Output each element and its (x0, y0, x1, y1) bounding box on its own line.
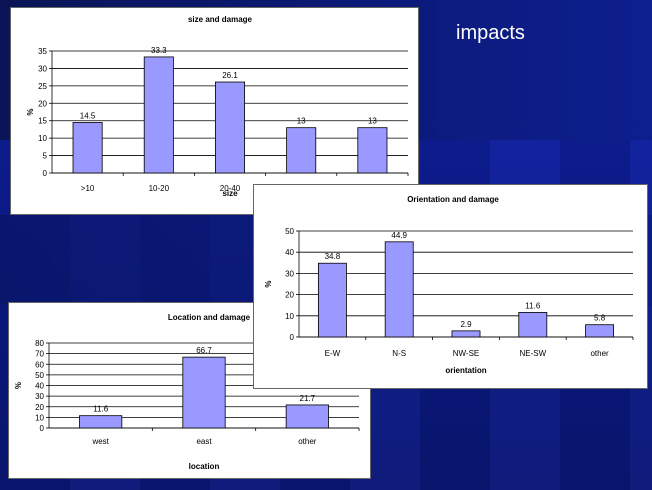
loc-y-axis-label: % (14, 382, 23, 389)
loc-y-tick-label: 20 (35, 403, 44, 412)
orient-y-tick-label: 10 (285, 312, 294, 321)
size-damage-chart: size and damage 0 5 10 15 20 25 30 35 14.5 >10 33.3… (10, 7, 419, 215)
loc-x-tick-label: east (196, 437, 212, 446)
size-data-label: 13 (368, 117, 377, 126)
orient-x-tick-label: N-S (392, 349, 406, 358)
size-data-label: 26.1 (222, 71, 238, 80)
orient-data-label: 34.8 (325, 252, 341, 261)
size-bar (357, 127, 388, 174)
orient-data-label: 44.9 (391, 231, 407, 240)
loc-bar (182, 356, 226, 429)
size-y-tick-label: 25 (38, 82, 47, 91)
loc-y-tick-label: 60 (35, 360, 44, 369)
orient-y-tick-label: 30 (285, 269, 294, 278)
location-damage-chart: Location and damage 0 10 20 30 40 50 60 70 80 11.6… (8, 302, 371, 479)
orient-bar (317, 262, 347, 338)
size-data-label: 14.5 (80, 111, 96, 120)
size-x-tick-label: 10-20 (149, 184, 170, 193)
size-chart-title: size and damage (188, 15, 253, 24)
orient-x-tick-label: NE-SW (519, 349, 546, 358)
size-y-tick-label: 30 (38, 64, 47, 73)
orient-y-tick-label: 0 (290, 333, 295, 342)
orient-chart-title: Orientation and damage (407, 195, 499, 204)
orient-bar (451, 330, 481, 338)
orientation-damage-chart-svg: Orientation and damage 0 10 20 30 40 50 34.8 E-W… (264, 195, 634, 375)
loc-y-tick-label: 10 (35, 413, 44, 422)
orient-x-axis-label: orientation (445, 366, 486, 375)
size-y-tick-label: 5 (43, 152, 48, 161)
loc-y-tick-label: 70 (35, 350, 44, 359)
loc-data-label: 11.6 (93, 405, 109, 414)
loc-y-tick-label: 50 (35, 371, 44, 380)
loc-y-tick-label: 0 (40, 424, 45, 433)
slide-title: impacts (456, 22, 525, 44)
loc-y-tick-label: 30 (35, 392, 44, 401)
loc-x-tick-label: other (298, 437, 317, 446)
loc-data-label: 66.7 (196, 346, 212, 355)
location-damage-chart-svg: Location and damage0102030405060708011.6… (14, 313, 360, 471)
loc-chart-title: Location and damage (168, 313, 251, 322)
orient-y-tick-label: 50 (285, 227, 294, 236)
size-x-tick-label: >10 (81, 184, 95, 193)
size-y-tick-label: 15 (38, 117, 47, 126)
size-damage-chart-svg: size and damage 0 5 10 15 20 25 30 35 14.5 >10 33.3… (26, 15, 409, 198)
loc-data-label: 21.7 (300, 394, 316, 403)
orient-x-tick-label: NW-SE (453, 349, 480, 358)
orient-x-tick-label: other (590, 349, 609, 358)
loc-y-tick-label: 40 (35, 382, 44, 391)
size-data-label: 33.3 (151, 46, 167, 55)
size-y-axis-label: % (26, 108, 35, 115)
orient-data-label: 11.6 (525, 301, 541, 310)
orient-y-axis-label: % (264, 280, 273, 287)
orient-x-tick-label: E-W (325, 349, 341, 358)
size-bar (72, 122, 103, 174)
loc-y-tick-label: 80 (35, 339, 44, 348)
size-y-tick-label: 35 (38, 47, 47, 56)
orient-bar (518, 312, 548, 338)
size-data-label: 13 (297, 117, 306, 126)
orient-bar (585, 324, 615, 338)
size-y-tick-label: 10 (38, 134, 47, 143)
orient-bar (384, 241, 414, 338)
size-x-tick-label: 20-40 (220, 184, 241, 193)
orient-y-tick-label: 20 (285, 291, 294, 300)
size-y-tick-label: 20 (38, 99, 47, 108)
loc-x-tick-label: west (91, 437, 109, 446)
orient-y-tick-label: 40 (285, 248, 294, 257)
size-bar (215, 81, 245, 174)
orientation-damage-chart: Orientation and damage 0 10 20 30 40 50 34.8 E-W… (253, 184, 648, 389)
orient-data-label: 5.8 (594, 314, 606, 323)
orient-data-label: 2.9 (460, 320, 472, 329)
loc-bar (79, 415, 123, 429)
loc-x-axis-label: location (189, 462, 220, 471)
size-y-tick-label: 0 (43, 169, 48, 178)
size-bar (143, 56, 174, 174)
size-x-axis-label: size (222, 189, 238, 198)
loc-bar (285, 404, 329, 429)
size-bar (286, 127, 317, 174)
